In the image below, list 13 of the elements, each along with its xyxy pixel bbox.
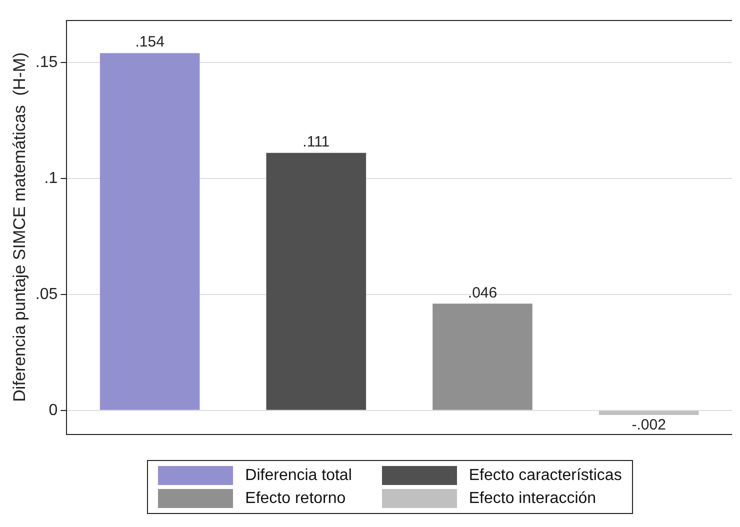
legend-label: Efecto retorno xyxy=(245,489,346,508)
y-tick-label: 0 xyxy=(48,402,58,419)
legend-label: Efecto características xyxy=(468,466,622,485)
data-label: -.002 xyxy=(632,416,666,434)
y-tick-label: .15 xyxy=(35,54,58,71)
legend-label: Diferencia total xyxy=(245,466,352,485)
y-axis-title: Diferencia puntaje SIMCE matemáticas (H-M) xyxy=(10,52,29,402)
data-label: .154 xyxy=(135,34,164,51)
data-label: .046 xyxy=(468,284,498,302)
y-tick-label: .05 xyxy=(35,286,58,303)
y-tick-label: .1 xyxy=(44,170,58,187)
legend-label: Efecto interacción xyxy=(468,489,596,508)
data-label: .111 xyxy=(302,133,330,150)
